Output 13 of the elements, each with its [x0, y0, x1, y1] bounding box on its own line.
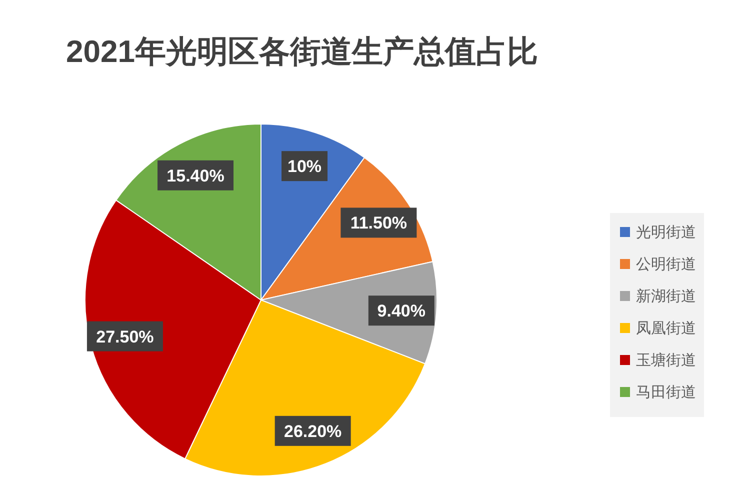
- data-label: 11.50%: [350, 214, 408, 233]
- legend-label: 公明街道: [636, 256, 696, 273]
- chart-title: 2021年光明区各街道生产总值占比: [66, 34, 538, 69]
- legend-label: 新湖街道: [636, 288, 696, 305]
- legend-label: 马田街道: [636, 384, 696, 401]
- legend-label: 凤凰街道: [636, 320, 696, 337]
- data-label: 26.20%: [284, 422, 342, 441]
- data-label: 15.40%: [166, 166, 224, 186]
- legend-label: 玉塘街道: [636, 352, 696, 369]
- data-label: 10%: [287, 157, 322, 176]
- data-label: 27.50%: [96, 327, 154, 346]
- legend-label: 光明街道: [636, 224, 696, 241]
- data-label: 9.40%: [377, 302, 426, 321]
